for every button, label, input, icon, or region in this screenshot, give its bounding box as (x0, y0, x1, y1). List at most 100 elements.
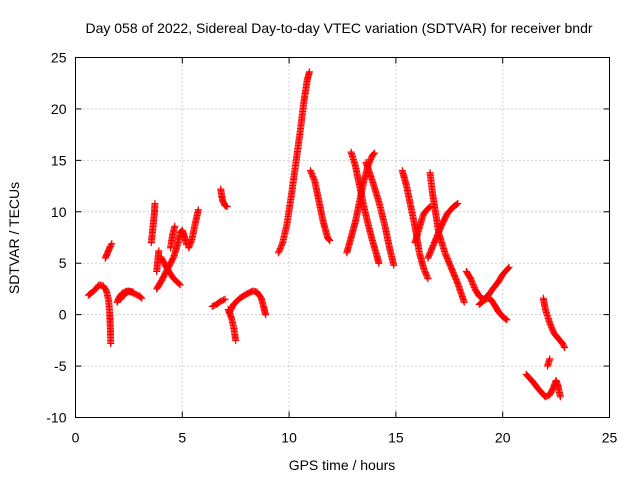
data-point (420, 264, 428, 272)
data-point (308, 170, 316, 178)
x-tick-label: 15 (388, 430, 404, 446)
data-point (423, 272, 431, 280)
x-tick-label: 25 (602, 430, 618, 446)
data-point (546, 319, 554, 327)
series-arc-8 (157, 253, 184, 289)
data-point (420, 266, 428, 274)
data-points (84, 68, 569, 401)
data-point (421, 267, 429, 275)
data-point (306, 167, 314, 175)
data-point (470, 282, 478, 290)
x-tick-label: 0 (72, 430, 80, 446)
data-point (221, 295, 229, 303)
data-point (460, 298, 468, 306)
series-arc-25 (475, 294, 511, 324)
data-point (194, 206, 202, 214)
series-arc-18 (347, 148, 383, 267)
data-point (503, 316, 511, 324)
data-point (171, 222, 179, 230)
x-tick-labels: 0 5 10 15 20 25 (72, 430, 618, 446)
series-arc-15 (274, 68, 313, 257)
data-point (505, 263, 513, 271)
series-arc-12 (217, 185, 231, 211)
data-point (371, 149, 379, 157)
data-point (155, 247, 163, 255)
series-arc-16 (306, 167, 334, 245)
data-point (426, 203, 434, 211)
data-point (107, 241, 115, 249)
data-point (560, 342, 568, 350)
data-point (310, 175, 318, 183)
data-point (223, 203, 231, 211)
data-point (561, 344, 569, 352)
data-point (176, 281, 184, 289)
data-point (108, 240, 116, 248)
data-point (367, 156, 375, 164)
data-point (310, 174, 318, 182)
series-arc-4 (116, 287, 137, 303)
series-arc-2 (101, 240, 116, 262)
y-tick-label: -10 (46, 410, 66, 426)
x-tick-label: 20 (495, 430, 511, 446)
data-point (307, 168, 315, 176)
data-point (504, 264, 512, 272)
y-tick-labels: -10 -5 0 5 10 15 20 25 (46, 50, 66, 426)
data-point (305, 68, 313, 76)
y-tick-label: 25 (51, 50, 67, 66)
axis-ticks (75, 57, 610, 418)
data-point (309, 173, 317, 181)
data-point (469, 281, 477, 289)
data-point (175, 280, 183, 288)
data-point (556, 393, 564, 401)
data-point (367, 154, 375, 162)
data-point (369, 150, 377, 158)
data-point (546, 320, 554, 328)
data-point (277, 242, 285, 250)
data-point (453, 200, 461, 208)
x-tick-label: 5 (178, 430, 186, 446)
data-point (375, 259, 383, 267)
data-point (546, 355, 554, 363)
data-point (274, 249, 282, 257)
data-point (232, 336, 240, 344)
data-point (390, 261, 398, 269)
data-point (467, 275, 475, 283)
y-axis-label: SDTVAR / TECUs (6, 182, 22, 294)
series-arc-11 (208, 295, 229, 310)
series-arc-22 (426, 169, 468, 306)
data-point (326, 237, 334, 245)
y-tick-label: -5 (54, 358, 67, 374)
series-arc-1 (84, 281, 115, 347)
data-point (129, 288, 137, 296)
data-point (151, 200, 159, 208)
series-arc-21 (411, 203, 434, 247)
data-point (276, 245, 284, 253)
series-arc-17 (343, 149, 379, 257)
series-arc-28 (544, 355, 554, 370)
data-point (276, 246, 284, 254)
series-arc-5 (147, 200, 159, 247)
data-point (548, 323, 556, 331)
series-arc-19 (362, 158, 398, 269)
data-point (467, 276, 475, 284)
series-arc-13 (224, 306, 240, 344)
data-point (275, 247, 283, 255)
y-tick-label: 20 (51, 101, 67, 117)
data-point (277, 243, 285, 251)
y-tick-label: 15 (51, 152, 67, 168)
x-tick-label: 10 (281, 430, 297, 446)
series-arc-27 (539, 294, 569, 352)
series-arc-7 (153, 226, 191, 293)
chart-title: Day 058 of 2022, Sidereal Day-to-day VTE… (85, 20, 592, 36)
data-point (262, 311, 270, 319)
data-point (549, 326, 557, 334)
data-point (421, 269, 429, 277)
plot-frame (75, 57, 610, 418)
series-arc-26 (522, 370, 564, 401)
data-point (107, 339, 115, 347)
data-point (468, 279, 476, 287)
data-point (548, 325, 556, 333)
data-point (454, 200, 462, 208)
